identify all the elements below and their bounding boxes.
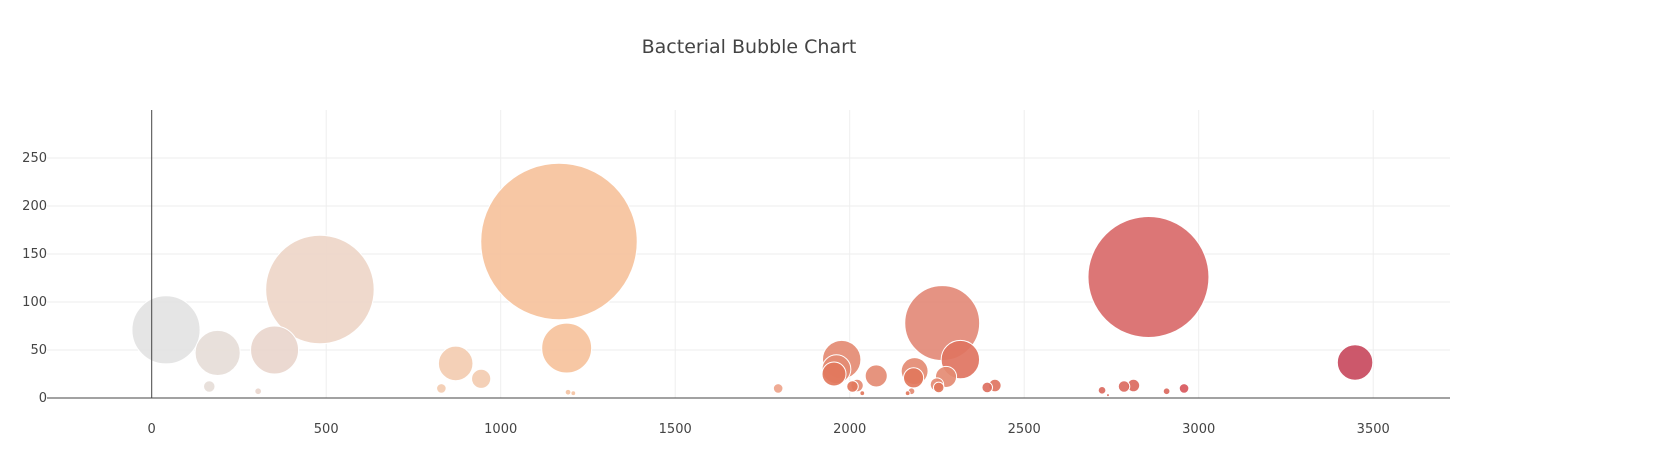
bubble-point[interactable] [250,325,300,375]
bubble-point[interactable] [265,234,375,345]
bubble-point[interactable] [471,368,492,389]
bubble-point[interactable] [1178,383,1190,394]
bubble-point[interactable] [131,295,201,365]
bubble-point[interactable] [859,390,866,397]
x-tick-label: 3500 [1357,422,1390,437]
x-tick-label: 2500 [1008,422,1041,437]
bubble-point[interactable] [254,387,263,396]
bubble-layer [131,162,1374,398]
x-tick-label: 500 [314,422,339,437]
bubble-point[interactable] [570,390,577,397]
bubble-point[interactable] [1336,344,1374,381]
x-tick-label: 0 [148,422,156,437]
bubble-point[interactable] [480,162,638,321]
chart-title: Bacterial Bubble Chart [642,36,857,58]
bubble-point[interactable] [1117,380,1131,393]
bubble-point[interactable] [821,361,847,387]
bubble-point[interactable] [902,367,925,389]
x-tick-label: 3000 [1182,422,1215,437]
y-tick-label: 200 [22,199,47,214]
bubble-point[interactable] [904,390,911,397]
bubble-point[interactable] [864,364,888,388]
bubble-point[interactable] [194,329,241,376]
y-tick-label: 150 [22,247,47,262]
bubble-point[interactable] [1105,393,1110,398]
bubble-point[interactable] [981,381,993,394]
bubble-point[interactable] [436,383,447,394]
bubble-point[interactable] [203,380,216,393]
bubble-point[interactable] [932,381,945,394]
x-tick-label: 1500 [659,422,692,437]
bubble-point[interactable] [541,322,593,374]
y-tick-label: 0 [39,391,47,406]
x-tick-label: 1000 [484,422,517,437]
bubble-point[interactable] [772,383,784,394]
bubble-point[interactable] [437,345,474,382]
bubble-point[interactable] [1097,385,1107,395]
bubble-point[interactable] [1087,216,1210,339]
y-tick-label: 100 [22,295,47,310]
bubble-point[interactable] [1162,387,1171,396]
y-tick-label: 50 [30,343,47,358]
bubble-point[interactable] [846,380,859,393]
bubble-point[interactable] [564,388,572,396]
x-tick-label: 2000 [833,422,866,437]
y-tick-label: 250 [22,151,47,166]
